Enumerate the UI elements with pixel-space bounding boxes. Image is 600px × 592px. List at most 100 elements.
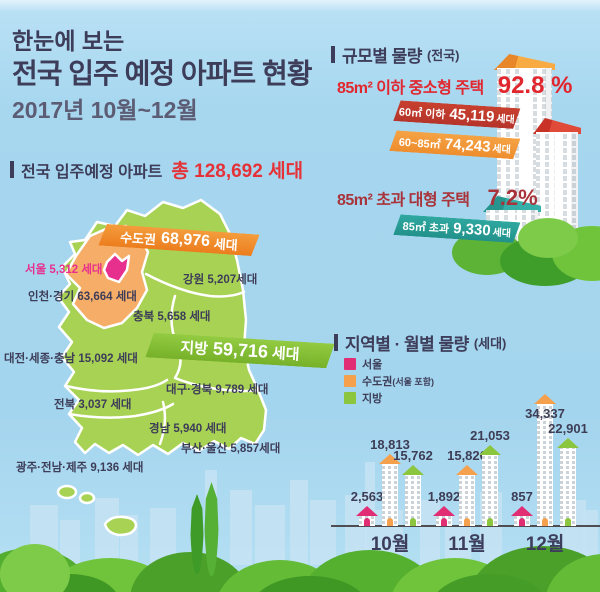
ribbon-label: 85㎡ 초과 bbox=[402, 220, 450, 236]
chart-value-label: 1,892 bbox=[427, 489, 461, 504]
building-body bbox=[537, 404, 553, 526]
building-door bbox=[542, 518, 548, 526]
building-body bbox=[359, 516, 375, 526]
map-island-small-2 bbox=[78, 491, 96, 505]
national-total-label: 전국 입주예정 아파트 bbox=[21, 163, 163, 181]
building-roof bbox=[356, 506, 378, 516]
scale-section-title: 규모별 물량 bbox=[342, 47, 422, 66]
building-body bbox=[514, 516, 530, 526]
chart-building-지방-10월 bbox=[402, 465, 424, 526]
building-door bbox=[410, 518, 416, 526]
legend-item-수도권: 수도권 (서울 포함) bbox=[344, 373, 434, 389]
large-housing-pct: 7.2% bbox=[487, 185, 538, 210]
chart-section-suffix: (세대) bbox=[473, 336, 507, 351]
building-body bbox=[459, 475, 475, 526]
headline-small: 한눈에 보는 bbox=[12, 28, 125, 54]
chart-section-title: 지역별 · 월별 물량 bbox=[345, 335, 469, 354]
banner-unit: 세대 bbox=[271, 344, 300, 364]
map-island-small-1 bbox=[56, 484, 78, 500]
chart-value-label: 21,053 bbox=[470, 428, 510, 443]
chart-value-label: 15,826 bbox=[447, 448, 487, 463]
chart-building-서울-10월 bbox=[356, 506, 378, 526]
ribbon-label: 60~85㎡ bbox=[398, 136, 442, 151]
legend-item-지방: 지방 bbox=[344, 390, 434, 406]
legend-label: 수도권 bbox=[362, 376, 393, 388]
skyline-building bbox=[583, 510, 598, 565]
national-total-value: 총 128,692 세대 bbox=[171, 161, 304, 182]
bush-decoration bbox=[430, 574, 550, 592]
chart-building-서울-11월 bbox=[433, 506, 455, 526]
cypress-tree bbox=[190, 494, 204, 574]
korea-map bbox=[56, 198, 268, 537]
building-roof bbox=[433, 506, 455, 516]
legend-swatch bbox=[344, 358, 356, 370]
legend-suffix: (서울 포함) bbox=[392, 376, 434, 387]
scale-section-header: 규모별 물량 (전국) bbox=[331, 42, 460, 67]
small-housing-label: 85m² 이하 중소형 주택 bbox=[337, 80, 484, 97]
building-roof bbox=[479, 445, 501, 455]
ribbon-label: 60㎡ 이하 bbox=[398, 105, 446, 121]
small-housing-line: 85m² 이하 중소형 주택 92.8 % bbox=[337, 72, 572, 100]
section-bar bbox=[10, 161, 14, 178]
building-door bbox=[441, 518, 447, 526]
chart-value-label: 34,337 bbox=[525, 406, 565, 421]
building-door bbox=[464, 518, 470, 526]
building-body bbox=[560, 448, 576, 526]
legend-item-서울: 서울 bbox=[344, 356, 434, 372]
banner-unit: 세대 bbox=[213, 235, 239, 253]
ribbon-value: 74,243 bbox=[444, 135, 492, 156]
chart-value-label: 2,563 bbox=[350, 489, 384, 504]
small-housing-pct: 92.8 % bbox=[497, 72, 573, 99]
bush-decoration bbox=[250, 576, 370, 592]
chart-building-수도권(서울 포함)-10월 bbox=[379, 454, 401, 526]
skyline-building bbox=[290, 480, 308, 565]
section-bar bbox=[334, 334, 338, 351]
skyline-building bbox=[230, 490, 252, 565]
banner-name: 지방 bbox=[179, 339, 209, 359]
building-body bbox=[405, 475, 421, 526]
building-roof bbox=[511, 506, 533, 516]
ribbon-value: 9,330 bbox=[452, 219, 492, 240]
ribbon-unit: 세대 bbox=[495, 113, 515, 127]
x-axis-line bbox=[331, 525, 600, 527]
headline-block: 한눈에 보는 전국 입주 예정 아파트 현황 2017년 10월~12월 bbox=[12, 26, 312, 126]
month-label-10월: 10월 bbox=[370, 534, 410, 555]
building-body bbox=[382, 464, 398, 526]
cypress-tree bbox=[204, 482, 219, 576]
month-label-11월: 11월 bbox=[448, 534, 486, 555]
large-housing-line: 85m² 초과 대형 주택 7.2% bbox=[337, 185, 538, 211]
building-body bbox=[482, 455, 498, 526]
building-door bbox=[565, 518, 571, 526]
chart-value-label: 857 bbox=[511, 489, 533, 504]
monthly-bar-chart: 10월 2,563 18,813 15,762 11월 1,892 15,826 21,053… bbox=[331, 394, 600, 560]
chart-building-지방-11월 bbox=[479, 445, 501, 526]
building-roof bbox=[534, 394, 556, 404]
month-label-12월: 12월 bbox=[525, 534, 565, 555]
building-roof bbox=[456, 465, 478, 475]
chart-building-수도권(서울 포함)-12월 bbox=[534, 394, 556, 526]
legend-label: 서울 bbox=[362, 359, 383, 371]
chart-building-수도권(서울 포함)-11월 bbox=[456, 465, 478, 526]
ribbon-value: 45,119 bbox=[448, 105, 495, 126]
map-seoul bbox=[102, 252, 131, 284]
building-body bbox=[436, 516, 452, 526]
headline-period: 2017년 10월~12월 bbox=[12, 97, 198, 123]
chart-section-header: 지역별 · 월별 물량 (세대) bbox=[334, 330, 506, 355]
building-door bbox=[364, 518, 370, 526]
bush-decoration bbox=[518, 218, 578, 258]
banner-value: 59,716 bbox=[212, 338, 269, 362]
chart-building-지방-12월 bbox=[557, 438, 579, 526]
banner-name: 수도권 bbox=[119, 229, 157, 247]
chart-building-서울-12월 bbox=[511, 506, 533, 526]
ribbon-unit: 세대 bbox=[492, 227, 512, 240]
building-roof bbox=[557, 438, 579, 448]
skyline-building bbox=[420, 500, 440, 565]
building-door bbox=[519, 518, 525, 526]
skyline-building bbox=[60, 520, 80, 565]
scale-section-suffix: (전국) bbox=[426, 48, 460, 63]
chart-value-label: 15,762 bbox=[393, 448, 433, 463]
legend-label: 지방 bbox=[362, 393, 383, 405]
bush-decoration bbox=[0, 544, 70, 592]
